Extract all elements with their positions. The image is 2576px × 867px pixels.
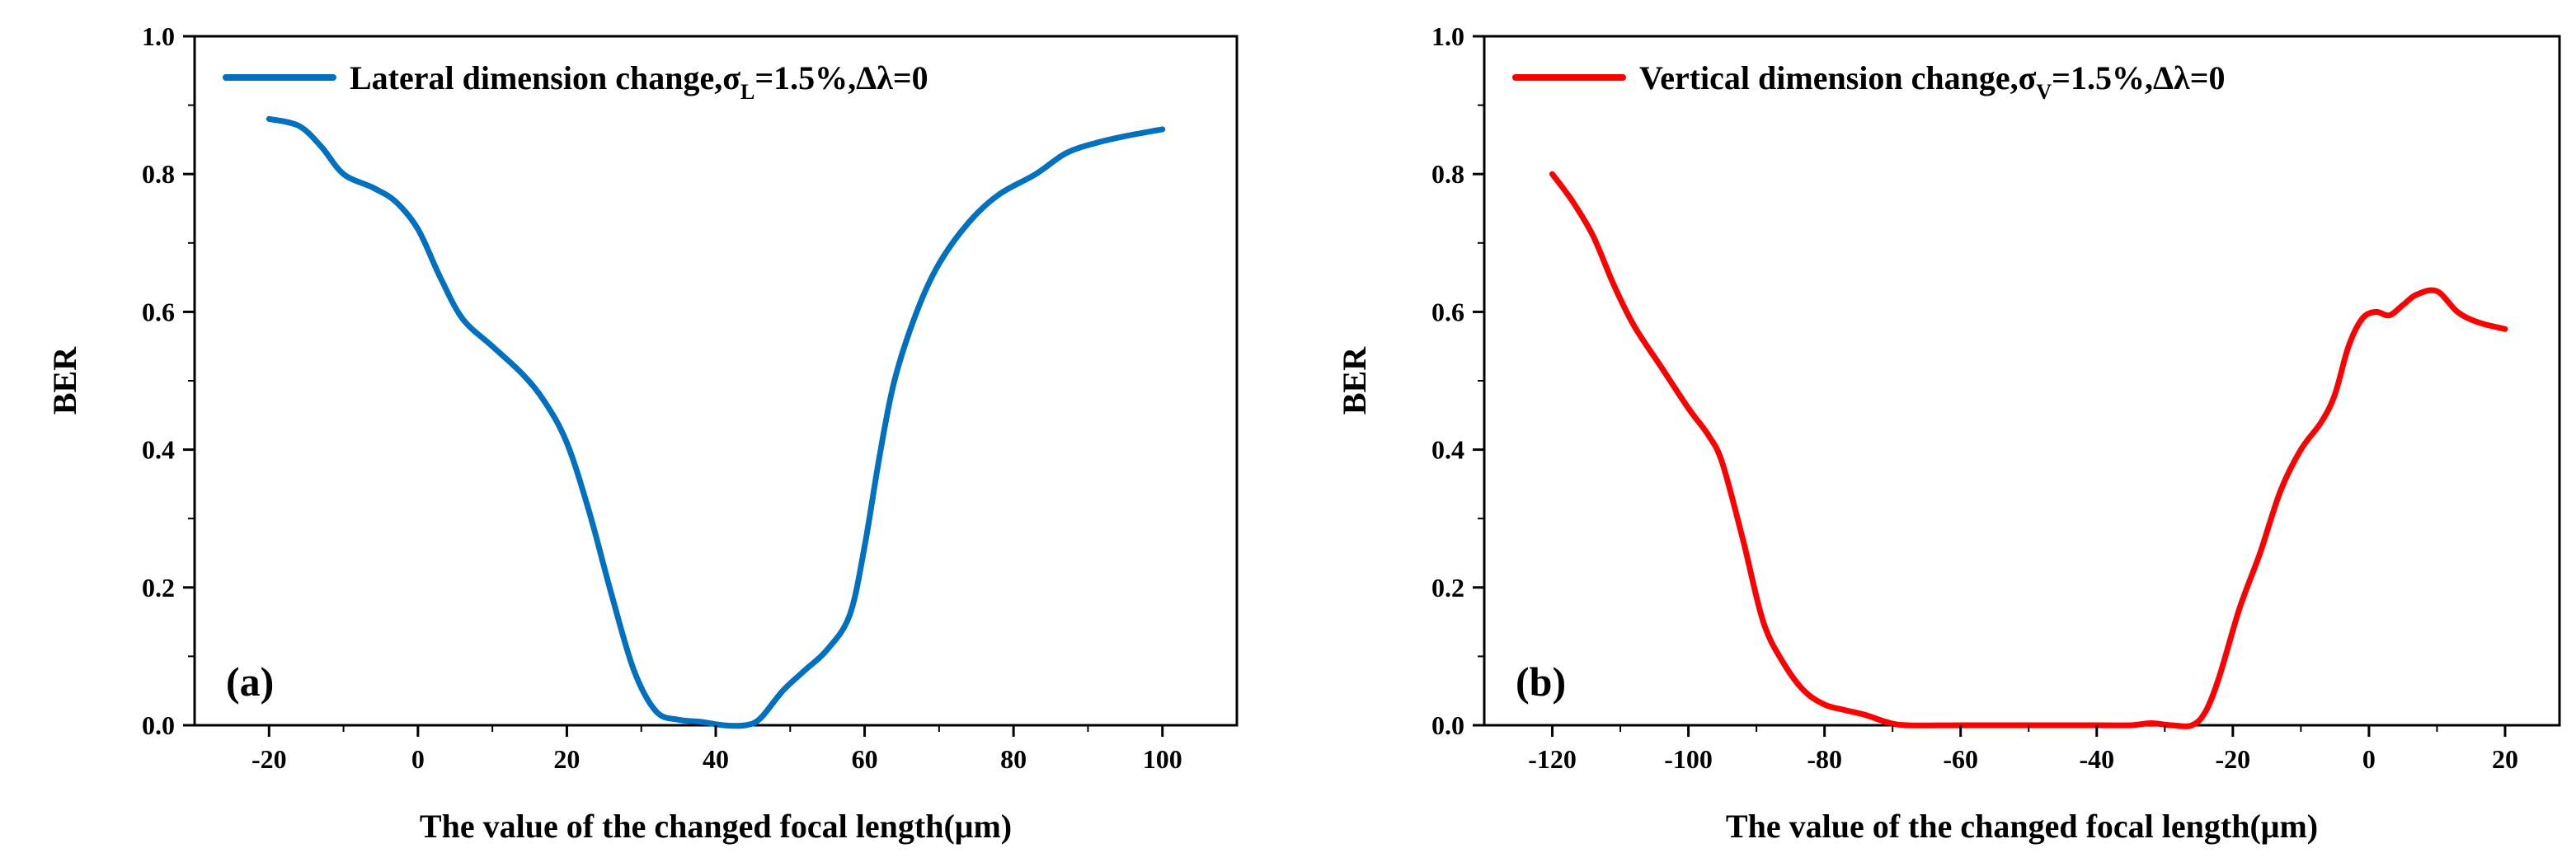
x-tick-label: -60 bbox=[1943, 744, 1978, 774]
x-tick-label: -80 bbox=[1807, 744, 1842, 774]
legend-label-b: Vertical dimension change,σV=1.5%,Δλ=0 bbox=[1639, 59, 2225, 104]
panel-label-a: (a) bbox=[226, 658, 274, 705]
x-tick-label: 0 bbox=[411, 744, 425, 774]
x-tick-label: -20 bbox=[251, 744, 287, 774]
x-ticks-a: -20 0 20 40 60 80 100 bbox=[251, 725, 1182, 774]
y-tick-label: 0.8 bbox=[1431, 159, 1464, 189]
series-a bbox=[266, 115, 1166, 729]
series-line bbox=[266, 115, 1166, 729]
y-tick-label: 0.6 bbox=[142, 297, 175, 326]
panel-b: -120 -100 -80 -60 -40 -20 0 20 0.0 0.2 0.4 0.6 0.8 1… bbox=[1336, 21, 2561, 845]
y-tick-label: 0.8 bbox=[142, 159, 175, 189]
x-tick-label: 80 bbox=[1000, 744, 1027, 774]
panel-label-b: (b) bbox=[1516, 658, 1566, 705]
x-tick-label: 100 bbox=[1143, 744, 1182, 774]
y-axis-title-b: BER bbox=[1336, 346, 1373, 415]
legend-a: Lateral dimension change,σL=1.5%,Δλ=0 bbox=[223, 59, 928, 104]
plot-frame-a bbox=[193, 35, 1239, 727]
x-axis-title-b: The value of the changed focal length(μm… bbox=[1726, 808, 2318, 845]
y-ticks-b: 0.0 0.2 0.4 0.6 0.8 1.0 bbox=[1431, 21, 1484, 740]
x-tick-label: -100 bbox=[1664, 744, 1713, 774]
y-tick-label: 1.0 bbox=[1431, 21, 1464, 51]
x-axis-title-a: The value of the changed focal length(μm… bbox=[420, 808, 1012, 845]
x-tick-label: -40 bbox=[2079, 744, 2114, 774]
x-tick-label: 20 bbox=[553, 744, 580, 774]
y-tick-label: 0.0 bbox=[1431, 710, 1464, 740]
x-tick-label: 20 bbox=[2492, 744, 2518, 774]
panel-a: -20 0 20 40 60 80 100 0.0 0.2 0.4 0.6 0.8 1.0 Later… bbox=[46, 21, 1239, 845]
x-tick-label: -20 bbox=[2216, 744, 2251, 774]
x-tick-label: 60 bbox=[852, 744, 878, 774]
legend-label-a: Lateral dimension change,σL=1.5%,Δλ=0 bbox=[350, 59, 928, 104]
plot-frame-b bbox=[1483, 35, 2561, 727]
x-tick-label: -120 bbox=[1528, 744, 1577, 774]
x-tick-label: 0 bbox=[2362, 744, 2376, 774]
x-ticks-b: -120 -100 -80 -60 -40 -20 0 20 bbox=[1528, 725, 2518, 774]
series-b bbox=[1549, 171, 2508, 729]
y-tick-label: 0.4 bbox=[142, 435, 175, 465]
x-tick-label: 40 bbox=[703, 744, 729, 774]
y-tick-label: 0.6 bbox=[1431, 297, 1464, 326]
legend-b: Vertical dimension change,σV=1.5%,Δλ=0 bbox=[1512, 59, 2225, 104]
y-axis-title-a: BER bbox=[46, 346, 83, 415]
y-tick-label: 0.2 bbox=[142, 573, 175, 602]
y-tick-label: 0.2 bbox=[1431, 573, 1464, 602]
series-line bbox=[1549, 171, 2508, 729]
y-tick-label: 0.4 bbox=[1431, 435, 1464, 465]
y-tick-label: 1.0 bbox=[142, 21, 175, 51]
y-tick-label: 0.0 bbox=[142, 710, 175, 740]
y-ticks-a: 0.0 0.2 0.4 0.6 0.8 1.0 bbox=[142, 21, 195, 740]
